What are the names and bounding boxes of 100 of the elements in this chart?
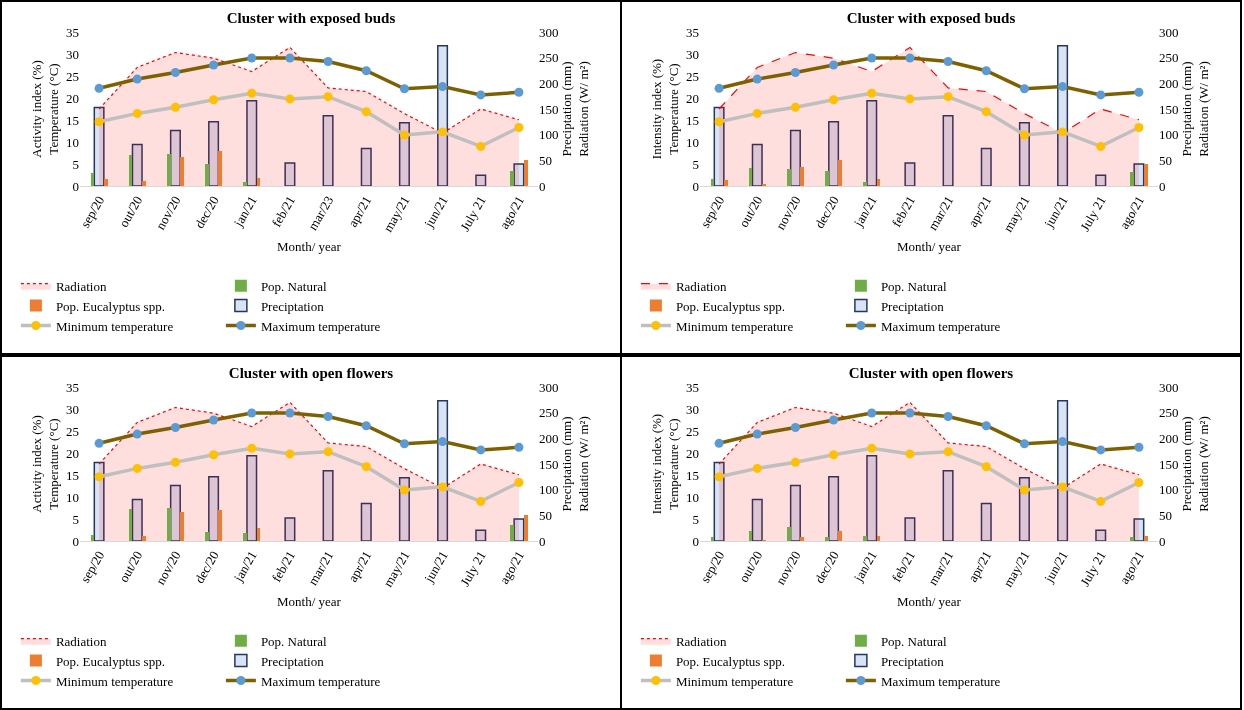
y2-axis-title: Preciptation (mm) Radiation (W/ m²)	[559, 416, 591, 512]
legend-label: Pop. Eucalyptus spp.	[675, 298, 785, 314]
point	[829, 450, 839, 460]
bar	[142, 180, 146, 186]
point	[752, 108, 762, 118]
y2-tick-label: 100	[1159, 127, 1179, 143]
point	[247, 443, 257, 453]
bar	[751, 498, 763, 541]
bar	[284, 162, 296, 186]
bar	[1095, 529, 1107, 541]
point	[323, 56, 333, 66]
point	[714, 117, 724, 127]
y-tick-label: 10	[66, 134, 79, 150]
point	[170, 422, 180, 432]
bar	[360, 502, 372, 541]
bar	[942, 469, 954, 541]
point	[514, 477, 524, 487]
x-axis-title: Month/ year	[277, 239, 342, 255]
point	[514, 442, 524, 452]
bar	[980, 147, 992, 186]
y-tick-label: 0	[692, 533, 699, 549]
point	[943, 56, 953, 66]
point	[1019, 439, 1029, 449]
y-axis-title: Intensity index (%) Temperature (°C)	[649, 58, 681, 160]
point	[867, 53, 877, 63]
bar	[322, 469, 334, 541]
point	[476, 141, 486, 151]
point	[829, 95, 839, 105]
y-tick-label: 35	[66, 379, 79, 395]
y2-tick-label: 100	[539, 127, 559, 143]
bar	[762, 183, 766, 186]
legend-label: Radiation	[55, 278, 107, 294]
bar	[838, 159, 843, 186]
point	[1019, 130, 1029, 140]
legend-label: Pop. Natural	[880, 633, 947, 649]
y2-tick-label: 300	[1159, 379, 1179, 395]
y-tick-label: 25	[66, 423, 79, 439]
y2-tick-label: 300	[539, 24, 559, 40]
bar	[208, 476, 220, 541]
bar	[751, 143, 763, 186]
point	[285, 53, 295, 63]
bar	[166, 508, 171, 541]
y-tick-label: 30	[686, 401, 699, 417]
point	[170, 102, 180, 112]
bar	[180, 512, 184, 541]
point	[476, 496, 486, 506]
point	[94, 438, 104, 448]
point	[361, 462, 371, 472]
point	[905, 449, 915, 459]
point	[752, 463, 762, 473]
y2-tick-label: 250	[1159, 50, 1179, 66]
point	[323, 92, 333, 102]
bar	[360, 147, 372, 186]
y-tick-label: 15	[686, 467, 699, 483]
y-tick-label: 10	[686, 489, 699, 505]
point	[867, 408, 877, 418]
point	[285, 94, 295, 104]
legend-label: Minimum temperature	[675, 673, 794, 689]
bar	[980, 502, 992, 541]
y2-tick-label: 100	[1159, 482, 1179, 498]
point	[209, 95, 219, 105]
legend-label: Minimum temperature	[55, 318, 174, 334]
bar	[866, 100, 878, 186]
point	[1096, 90, 1106, 100]
x-tick-label: July 21	[457, 193, 489, 234]
point	[943, 411, 953, 421]
point	[476, 445, 486, 455]
y2-tick-label: 200	[1159, 430, 1179, 446]
bar	[723, 180, 728, 186]
legend-label: Maximum temperature	[260, 318, 381, 334]
point	[867, 443, 877, 453]
y2-tick-label: 50	[1159, 507, 1172, 523]
legend-label: Preciptation	[880, 298, 945, 314]
y-tick-label: 35	[66, 24, 79, 40]
chart-title: Cluster with exposed buds	[846, 10, 1016, 27]
y-tick-label: 25	[686, 423, 699, 439]
x-axis-title: Month/ year	[277, 594, 342, 610]
legend-label: Pop. Eucalyptus spp.	[675, 653, 785, 669]
point	[1096, 496, 1106, 506]
point	[94, 472, 104, 482]
y-axis-title: Activity index (%) Temperature (°C)	[29, 60, 61, 158]
point	[790, 457, 800, 467]
bar	[142, 535, 146, 541]
point	[476, 90, 486, 100]
point	[132, 463, 142, 473]
y2-axis-title: Preciptation (mm) Radiation (W/ m²)	[559, 61, 591, 157]
point	[714, 472, 724, 482]
y2-tick-label: 150	[539, 101, 559, 117]
point	[1096, 141, 1106, 151]
point	[905, 94, 915, 104]
bar	[205, 532, 209, 541]
point	[438, 437, 448, 447]
bar	[475, 174, 487, 186]
y-tick-label: 25	[66, 68, 79, 84]
y2-tick-label: 150	[539, 456, 559, 472]
y2-tick-label: 150	[1159, 456, 1179, 472]
y2-tick-label: 250	[539, 50, 559, 66]
y-tick-label: 5	[692, 156, 699, 172]
bar	[218, 150, 223, 186]
bar	[828, 121, 840, 186]
